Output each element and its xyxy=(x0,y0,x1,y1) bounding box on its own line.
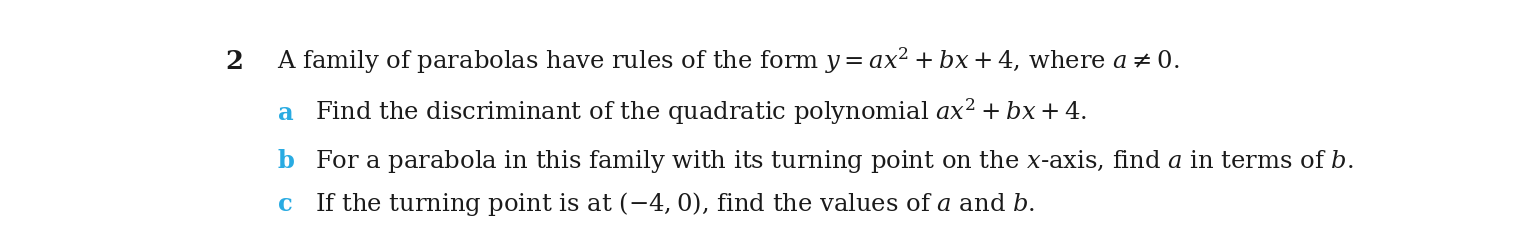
Text: Find the discriminant of the quadratic polynomial $ax^2 + bx + 4$.: Find the discriminant of the quadratic p… xyxy=(315,96,1088,126)
Text: If the turning point is at $(-4, 0)$, find the values of $a$ and $b$.: If the turning point is at $(-4, 0)$, fi… xyxy=(315,189,1035,217)
Text: $\mathbf{c}$: $\mathbf{c}$ xyxy=(277,192,292,215)
Text: $\mathbf{b}$: $\mathbf{b}$ xyxy=(277,150,295,172)
Text: $\mathbf{a}$: $\mathbf{a}$ xyxy=(277,102,294,124)
Text: A family of parabolas have rules of the form $y = ax^2 + bx + 4$, where $a \neq : A family of parabolas have rules of the … xyxy=(277,45,1180,76)
Text: For a parabola in this family with its turning point on the $x$-axis, find $a$ i: For a parabola in this family with its t… xyxy=(315,148,1354,174)
Text: $\mathbf{2}$: $\mathbf{2}$ xyxy=(224,48,242,74)
